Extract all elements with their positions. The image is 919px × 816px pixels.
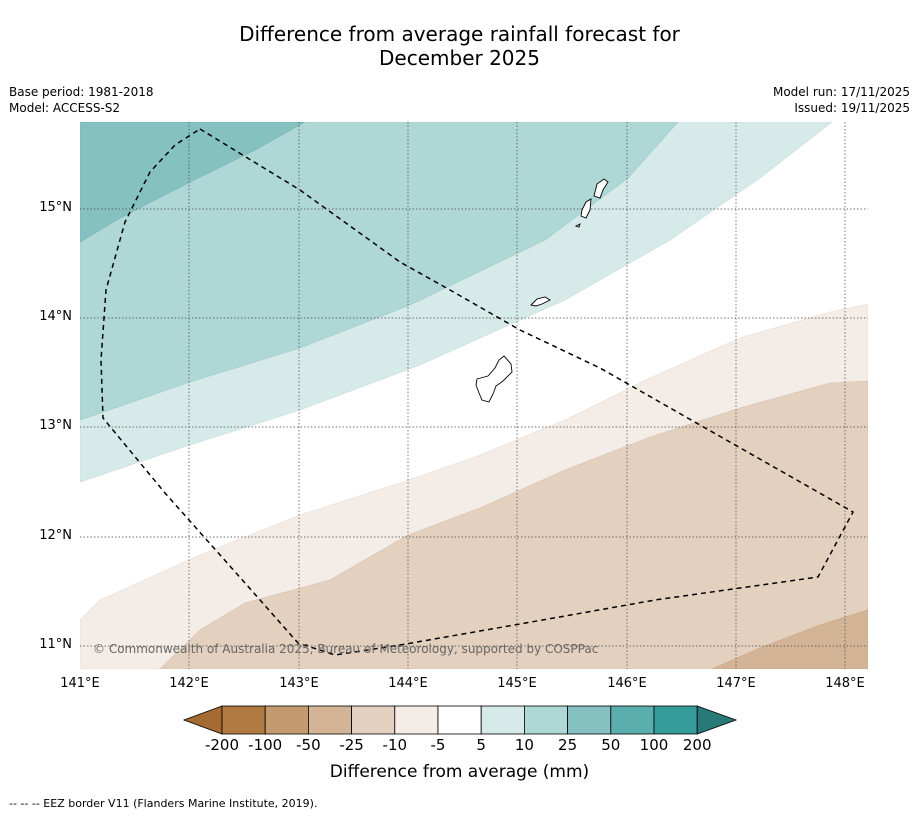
issued-date: Issued: 19/11/2025	[794, 101, 910, 115]
cb-label-neg100: -100	[248, 736, 283, 754]
title-line-2: December 2025	[379, 46, 540, 70]
cb-seg-2	[264, 705, 309, 735]
cb-label-neg5: -5	[430, 736, 446, 754]
eez-legend-footer: -- -- -- EEZ border V11 (Flanders Marine…	[9, 797, 318, 810]
cb-extend-high	[696, 705, 738, 735]
model-name: Model: ACCESS-S2	[9, 101, 121, 115]
cb-label-100: 100	[639, 736, 669, 754]
cb-label-10: 10	[514, 736, 534, 754]
cb-label-5: 5	[476, 736, 486, 754]
lon-tick-148: 148°E	[825, 676, 865, 691]
island-tinian	[580, 198, 592, 219]
meta-left: Base period: 1981-2018 Model: ACCESS-S2	[9, 84, 154, 116]
colorbar	[182, 705, 738, 735]
lat-tick-12: 12°N	[39, 528, 72, 543]
cb-seg-8	[524, 705, 569, 735]
lat-tick-11: 11°N	[39, 637, 72, 652]
lat-tick-13: 13°N	[39, 418, 72, 433]
cb-label-200: 200	[682, 736, 712, 754]
cb-seg-7	[480, 705, 525, 735]
zone-25-50	[80, 122, 306, 243]
meta-right: Model run: 17/11/2025 Issued: 19/11/2025	[773, 84, 910, 116]
cb-label-neg200: -200	[204, 736, 240, 754]
lon-tick-141: 141°E	[60, 676, 100, 691]
cb-seg-1	[221, 705, 266, 735]
zone-neg10-neg25	[159, 380, 868, 669]
cb-seg-4	[351, 705, 396, 735]
lat-tick-15: 15°N	[39, 200, 72, 215]
zone-10-25	[80, 122, 679, 421]
lon-tick-144: 144°E	[388, 676, 428, 691]
cb-label-neg50: -50	[296, 736, 321, 754]
lon-tick-142: 142°E	[169, 676, 209, 691]
model-run: Model run: 17/11/2025	[772, 85, 910, 99]
cb-label-25: 25	[558, 736, 578, 754]
cb-seg-3	[307, 705, 352, 735]
island-guam	[475, 355, 513, 403]
cb-label-neg25: -25	[339, 736, 364, 754]
zone-neg25-neg50	[711, 609, 868, 669]
lat-tick-14: 14°N	[39, 309, 72, 324]
lon-tick-147: 147°E	[716, 676, 756, 691]
cb-extend-low	[182, 705, 223, 735]
cb-seg-5	[394, 705, 439, 735]
base-period: Base period: 1981-2018	[9, 85, 154, 99]
copyright-notice: © Commonwealth of Australia 2025, Bureau…	[93, 642, 599, 656]
rainfall-anomaly-fill	[80, 122, 868, 669]
cb-label-50: 50	[601, 736, 621, 754]
lon-tick-143: 143°E	[279, 676, 319, 691]
gridlines	[80, 122, 868, 669]
map-title: Difference from average rainfall forecas…	[0, 22, 919, 70]
lon-tick-146: 146°E	[607, 676, 647, 691]
eez-border	[100, 128, 855, 656]
cb-label-neg10: -10	[382, 736, 408, 754]
title-line-1: Difference from average rainfall forecas…	[239, 22, 680, 46]
colorbar-title: Difference from average (mm)	[329, 762, 590, 782]
cb-seg-11	[653, 705, 698, 735]
island-rota	[530, 296, 551, 307]
cb-seg-9	[567, 705, 612, 735]
island-aguijan	[574, 223, 581, 228]
cb-seg-10	[610, 705, 655, 735]
cb-seg-6	[437, 705, 482, 735]
island-saipan	[593, 178, 609, 199]
lon-tick-145: 145°E	[497, 676, 537, 691]
